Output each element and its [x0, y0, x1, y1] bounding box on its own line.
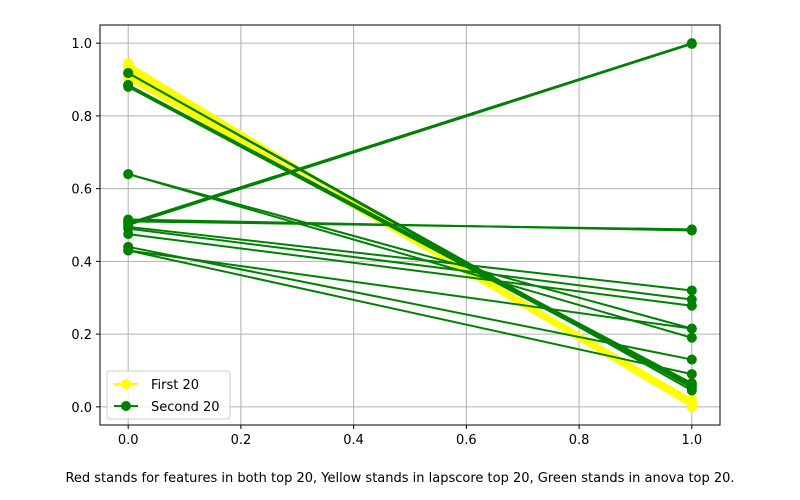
series-line-second-20 [128, 220, 692, 231]
data-point-second-20 [123, 81, 134, 92]
data-point-second-20 [123, 169, 134, 180]
data-point-second-20 [686, 38, 697, 49]
data-point-second-20 [686, 332, 697, 343]
y-tick-label: 0.2 [71, 328, 92, 343]
series-line-second-20 [128, 225, 692, 292]
data-point-second-20 [686, 381, 697, 392]
x-tick-label: 0.4 [343, 433, 364, 448]
series-line-second-20 [128, 233, 692, 307]
x-tick-label: 1.0 [681, 433, 702, 448]
y-tick-label: 1.0 [71, 37, 92, 52]
series-line-second-20 [127, 84, 693, 385]
legend-marker-second-20 [121, 401, 131, 411]
y-tick-label: 0.8 [71, 110, 92, 125]
x-tick-label: 0.2 [231, 433, 252, 448]
data-point-first-20 [686, 394, 697, 405]
series-line-second-20 [127, 42, 693, 226]
data-point-second-20 [686, 354, 697, 365]
data-point-second-20 [686, 300, 697, 311]
x-axis: 0.0 0.2 0.4 0.6 0.8 1.0 [118, 425, 702, 448]
legend-label-second-20: Second 20 [151, 400, 220, 415]
series-line-first-20 [127, 78, 693, 401]
series-line-second-20 [128, 249, 692, 330]
data-point-second-20 [686, 285, 697, 296]
data-point-second-20 [686, 224, 697, 235]
data-point-second-20 [123, 68, 134, 78]
data-point-second-20 [123, 245, 134, 256]
legend: First 20 Second 20 [106, 370, 231, 420]
series-line-second-20 [128, 227, 692, 301]
plot-frame [99, 24, 721, 426]
series-line-second-20 [127, 85, 693, 388]
data-point-second-20 [123, 229, 134, 240]
data-point-second-20 [686, 323, 697, 334]
x-tick-label: 0.8 [569, 433, 590, 448]
y-axis: 0.0 0.2 0.4 0.6 0.8 1.0 [71, 37, 100, 416]
y-tick-label: 0.6 [71, 183, 92, 198]
y-tick-label: 0.4 [71, 255, 92, 270]
legend-label-first-20: First 20 [151, 378, 199, 393]
series-line-second-20 [127, 249, 693, 376]
x-tick-label: 0.6 [456, 433, 477, 448]
y-tick-label: 0.0 [71, 401, 92, 416]
series-line-second-20 [127, 245, 693, 361]
series-line-second-20 [127, 173, 693, 339]
series-line-second-20 [127, 173, 693, 330]
x-tick-label: 0.0 [118, 433, 139, 448]
legend-marker-first-20 [121, 379, 131, 389]
series-second-20 [123, 38, 697, 396]
figure-caption: Red stands for features in both top 20, … [65, 471, 735, 486]
data-point-second-20 [686, 369, 697, 380]
